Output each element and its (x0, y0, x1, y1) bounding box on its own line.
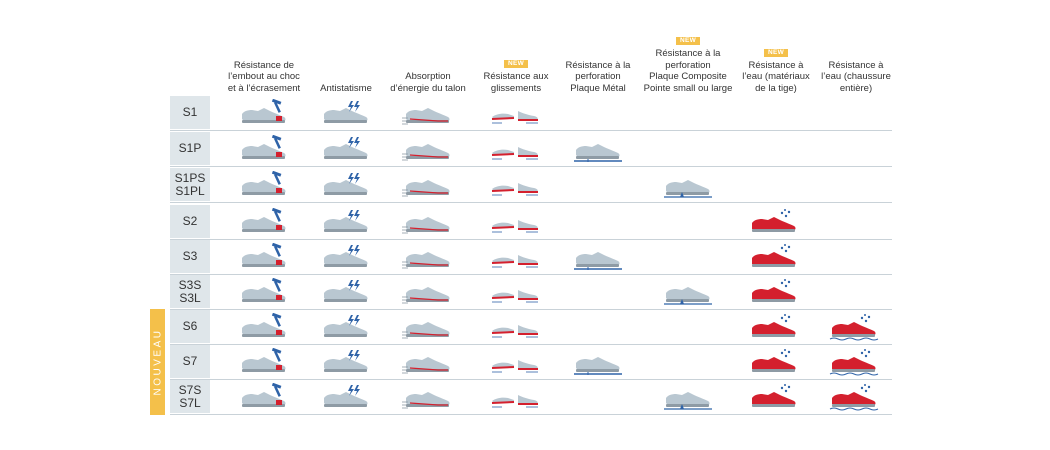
nouveau-text: NOUVEAU (152, 328, 163, 396)
shoe-lightning-icon (316, 135, 376, 163)
row-divider (170, 309, 892, 310)
slip-resistance-icon (486, 313, 546, 341)
shoe-metal-plate-icon (568, 243, 628, 271)
column-header-label: Antistatisme (320, 82, 372, 94)
row-divider (170, 202, 892, 203)
row-divider (170, 274, 892, 275)
shoe-lightning-icon (316, 383, 376, 411)
shoe-heel-absorption-icon (398, 243, 458, 271)
shoe-lightning-icon (316, 208, 376, 236)
column-header-label: Résistance à la perforation Plaque Compo… (643, 48, 733, 94)
slip-resistance-icon (486, 99, 546, 127)
shoe-heel-absorption-icon (398, 171, 458, 199)
row-divider (170, 414, 892, 415)
shoe-composite-plate-icon (658, 383, 718, 411)
nouveau-side-label: NOUVEAU (150, 309, 165, 415)
row-label: S3 (170, 240, 210, 273)
shoe-lightning-icon (316, 278, 376, 306)
row-label: S1P (170, 132, 210, 165)
column-header-water_upper: NEW Résistance à l’eau (matériaux de la t… (736, 30, 816, 94)
shoe-metal-plate-icon (568, 348, 628, 376)
red-shoe-water-icon (746, 208, 806, 236)
column-header-label: Résistance de l’embout au choc et à l’éc… (227, 59, 301, 94)
row-label: S1PS S1PL (170, 168, 210, 201)
column-header-label: Résistance à la perforation Plaque Métal (565, 59, 631, 94)
column-header-label: Résistance à l’eau (chaussure entière) (821, 59, 891, 94)
red-shoe-water-icon (746, 383, 806, 411)
shoe-lightning-icon (316, 313, 376, 341)
column-header-label: Résistance à l’eau (matériaux de la tige… (742, 59, 810, 94)
shoe-hammer-icon (234, 243, 294, 271)
shoe-hammer-icon (234, 208, 294, 236)
column-header-metal: Résistance à la perforation Plaque Métal (558, 30, 638, 94)
shoe-composite-plate-icon (658, 278, 718, 306)
shoe-hammer-icon (234, 278, 294, 306)
shoe-hammer-icon (234, 135, 294, 163)
column-header-label: Résistance aux glissements (483, 71, 549, 94)
red-shoe-full-water-icon (826, 313, 886, 341)
red-shoe-water-icon (746, 278, 806, 306)
slip-resistance-icon (486, 208, 546, 236)
shoe-metal-plate-icon (568, 135, 628, 163)
column-header-label: Absorption d’énergie du talon (390, 71, 466, 94)
column-header-water_full: Résistance à l’eau (chaussure entière) (816, 30, 896, 94)
red-shoe-full-water-icon (826, 383, 886, 411)
red-shoe-water-icon (746, 313, 806, 341)
row-label: S1 (170, 96, 210, 129)
shoe-heel-absorption-icon (398, 383, 458, 411)
column-header-composite: NEW Résistance à la perforation Plaque Co… (643, 30, 733, 94)
slip-resistance-icon (486, 243, 546, 271)
new-badge: NEW (675, 37, 701, 45)
slip-resistance-icon (486, 348, 546, 376)
shoe-hammer-icon (234, 313, 294, 341)
column-header-impact: Résistance de l’embout au choc et à l’éc… (222, 30, 306, 94)
shoe-heel-absorption-icon (398, 135, 458, 163)
new-badge: NEW (503, 60, 529, 68)
shoe-lightning-icon (316, 171, 376, 199)
red-shoe-full-water-icon (826, 348, 886, 376)
row-label: S6 (170, 310, 210, 343)
row-divider (170, 379, 892, 380)
red-shoe-water-icon (746, 348, 806, 376)
red-shoe-water-icon (746, 243, 806, 271)
shoe-heel-absorption-icon (398, 278, 458, 306)
row-divider (170, 239, 892, 240)
slip-resistance-icon (486, 171, 546, 199)
column-header-slip: NEW Résistance aux glissements (476, 30, 556, 94)
row-label: S3S S3L (170, 275, 210, 308)
shoe-heel-absorption-icon (398, 348, 458, 376)
shoe-lightning-icon (316, 99, 376, 127)
slip-resistance-icon (486, 383, 546, 411)
column-header-heel: Absorption d’énergie du talon (388, 30, 468, 94)
row-divider (170, 166, 892, 167)
row-divider (170, 344, 892, 345)
slip-resistance-icon (486, 135, 546, 163)
row-label: S2 (170, 205, 210, 238)
row-divider (170, 130, 892, 131)
row-label: S7 (170, 345, 210, 378)
shoe-hammer-icon (234, 383, 294, 411)
row-label: S7S S7L (170, 380, 210, 413)
shoe-hammer-icon (234, 348, 294, 376)
shoe-heel-absorption-icon (398, 208, 458, 236)
shoe-lightning-icon (316, 243, 376, 271)
shoe-hammer-icon (234, 99, 294, 127)
shoe-lightning-icon (316, 348, 376, 376)
shoe-hammer-icon (234, 171, 294, 199)
shoe-heel-absorption-icon (398, 99, 458, 127)
new-badge: NEW (763, 48, 789, 57)
slip-resistance-icon (486, 278, 546, 306)
shoe-heel-absorption-icon (398, 313, 458, 341)
column-header-antistatic: Antistatisme (311, 30, 381, 94)
shoe-composite-plate-icon (658, 171, 718, 199)
